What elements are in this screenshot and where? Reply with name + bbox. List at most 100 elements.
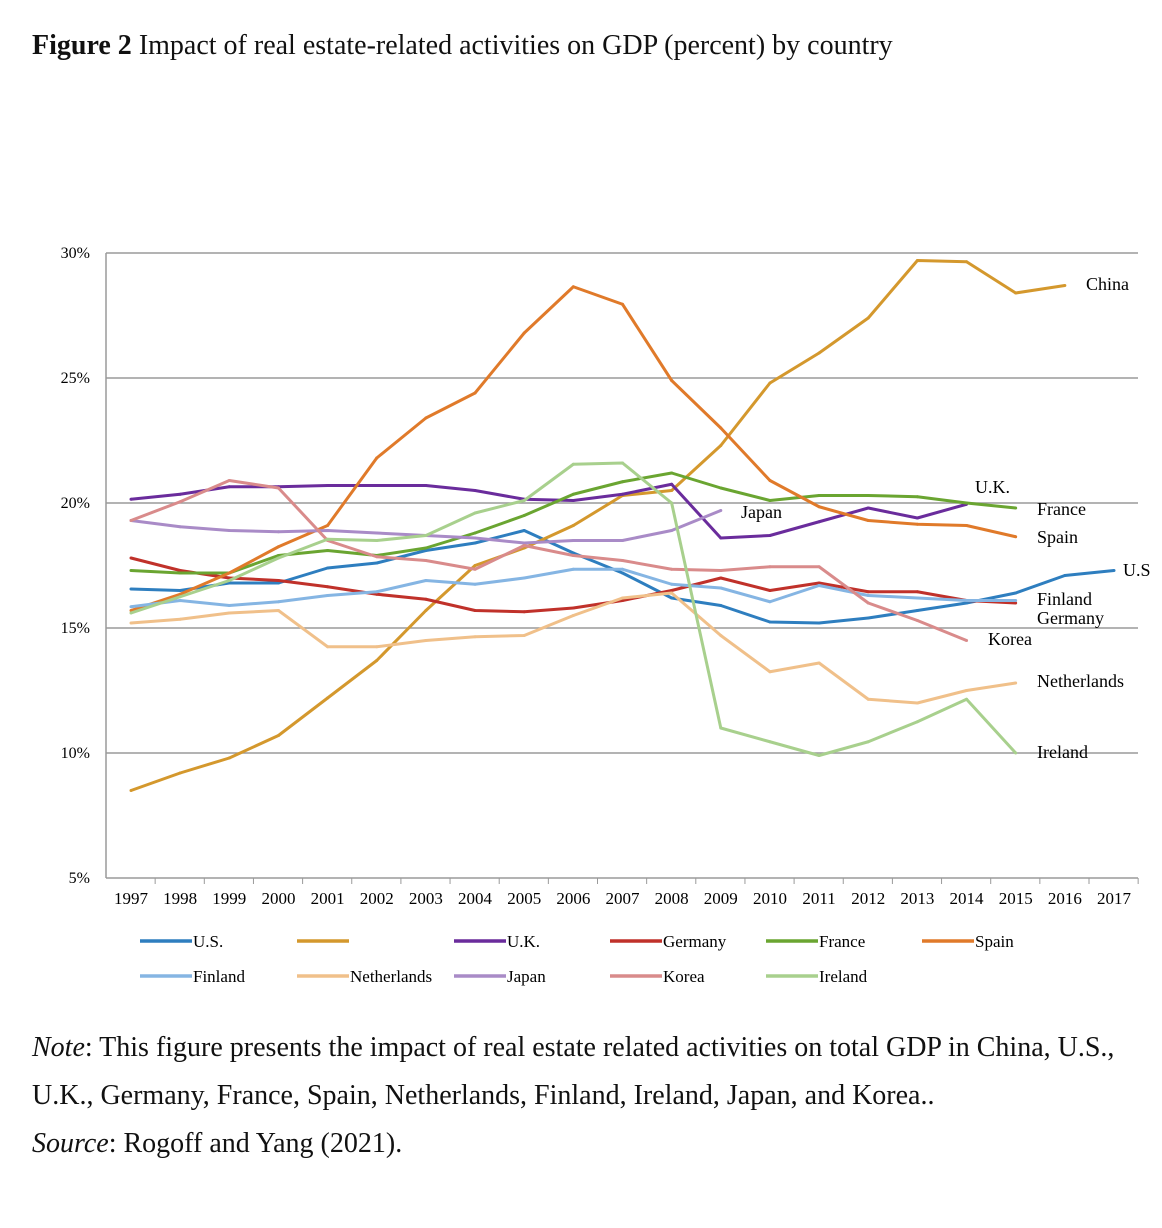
x-tick-label: 2015	[999, 889, 1033, 908]
series-end-label: Finland	[1037, 589, 1092, 609]
data-point	[719, 569, 723, 572]
data-point	[866, 594, 870, 597]
data-point	[768, 534, 772, 537]
data-point	[1063, 574, 1067, 577]
x-tick-label: 2007	[606, 889, 641, 908]
data-point	[915, 720, 919, 724]
data-point	[129, 611, 133, 615]
data-point	[817, 581, 821, 585]
data-point	[522, 499, 526, 502]
data-point	[276, 600, 280, 604]
data-point	[326, 585, 330, 589]
data-point	[621, 480, 624, 484]
data-point	[276, 734, 280, 737]
data-point	[571, 606, 575, 610]
data-point	[424, 609, 428, 612]
data-point	[866, 601, 870, 605]
data-point	[670, 589, 674, 592]
y-tick-label: 20%	[61, 495, 90, 512]
data-point	[326, 696, 330, 700]
data-point	[1014, 601, 1018, 605]
data-point	[719, 509, 723, 512]
data-point	[129, 587, 133, 591]
data-point	[915, 701, 919, 705]
data-point	[817, 584, 821, 587]
data-point	[915, 516, 919, 520]
legend-label: Ireland	[819, 967, 868, 986]
data-point	[473, 531, 477, 535]
data-point	[817, 621, 821, 625]
legend-label: Finland	[193, 967, 245, 986]
data-point	[571, 492, 575, 496]
data-point	[1014, 681, 1018, 685]
data-point	[129, 605, 133, 609]
data-point	[326, 537, 330, 541]
data-point	[817, 754, 821, 757]
x-tick-label: 2004	[458, 889, 493, 908]
x-tick-label: 2017	[1097, 889, 1132, 908]
data-point	[178, 589, 182, 592]
data-point	[670, 471, 674, 475]
data-point	[424, 534, 428, 537]
data-point	[866, 519, 870, 522]
data-point	[276, 530, 280, 534]
data-point	[866, 494, 870, 497]
data-point	[424, 546, 428, 550]
series-end-label: U.S	[1123, 560, 1151, 580]
y-tick-label: 10%	[61, 745, 90, 762]
data-point	[817, 661, 821, 665]
data-point	[719, 604, 723, 607]
x-tick-label: 2002	[360, 889, 394, 908]
data-point	[522, 610, 526, 614]
data-point	[965, 260, 969, 264]
data-point	[1063, 284, 1067, 287]
data-point	[424, 579, 428, 582]
data-point	[178, 569, 182, 572]
data-point	[1014, 291, 1018, 295]
series-end-label: Korea	[988, 629, 1032, 649]
data-point	[768, 499, 772, 502]
data-point	[866, 316, 870, 320]
data-point	[817, 494, 821, 497]
data-point	[522, 529, 526, 532]
data-point	[326, 484, 330, 487]
data-point	[424, 416, 428, 420]
x-tick-label: 2001	[311, 889, 345, 908]
legend-label: Korea	[663, 967, 705, 986]
data-point	[719, 536, 723, 540]
data-point	[424, 484, 428, 487]
series-line-japan	[130, 509, 722, 545]
data-point	[915, 619, 919, 622]
data-point	[522, 514, 526, 517]
data-point	[571, 554, 575, 557]
data-point	[621, 461, 624, 465]
figure-note: Note: This figure presents the impact of…	[32, 1024, 1142, 1168]
data-point	[670, 596, 674, 600]
legend-label: U.S.	[193, 932, 223, 951]
data-point	[326, 566, 330, 570]
data-point	[129, 519, 133, 522]
data-point	[326, 645, 330, 649]
x-tick-label: 1997	[114, 889, 149, 908]
series-end-label: Spain	[1037, 527, 1078, 547]
data-point	[768, 670, 772, 674]
data-point	[768, 479, 772, 482]
x-tick-label: 2006	[556, 889, 590, 908]
data-point	[326, 549, 330, 552]
data-point	[227, 604, 231, 607]
figure-label: Figure 2	[32, 30, 132, 61]
data-point	[571, 524, 575, 527]
note-text: : This figure presents the impact of rea…	[32, 1032, 1115, 1111]
data-point	[473, 564, 477, 567]
data-point	[178, 599, 182, 602]
x-tick-label: 2000	[261, 889, 295, 908]
data-point	[276, 579, 280, 582]
source-label: Source	[32, 1128, 109, 1159]
data-point	[621, 571, 624, 575]
data-point	[178, 525, 182, 529]
data-point	[915, 259, 919, 262]
data-point	[719, 426, 723, 430]
data-point	[571, 567, 575, 571]
data-point	[375, 645, 379, 649]
data-point	[670, 489, 674, 492]
